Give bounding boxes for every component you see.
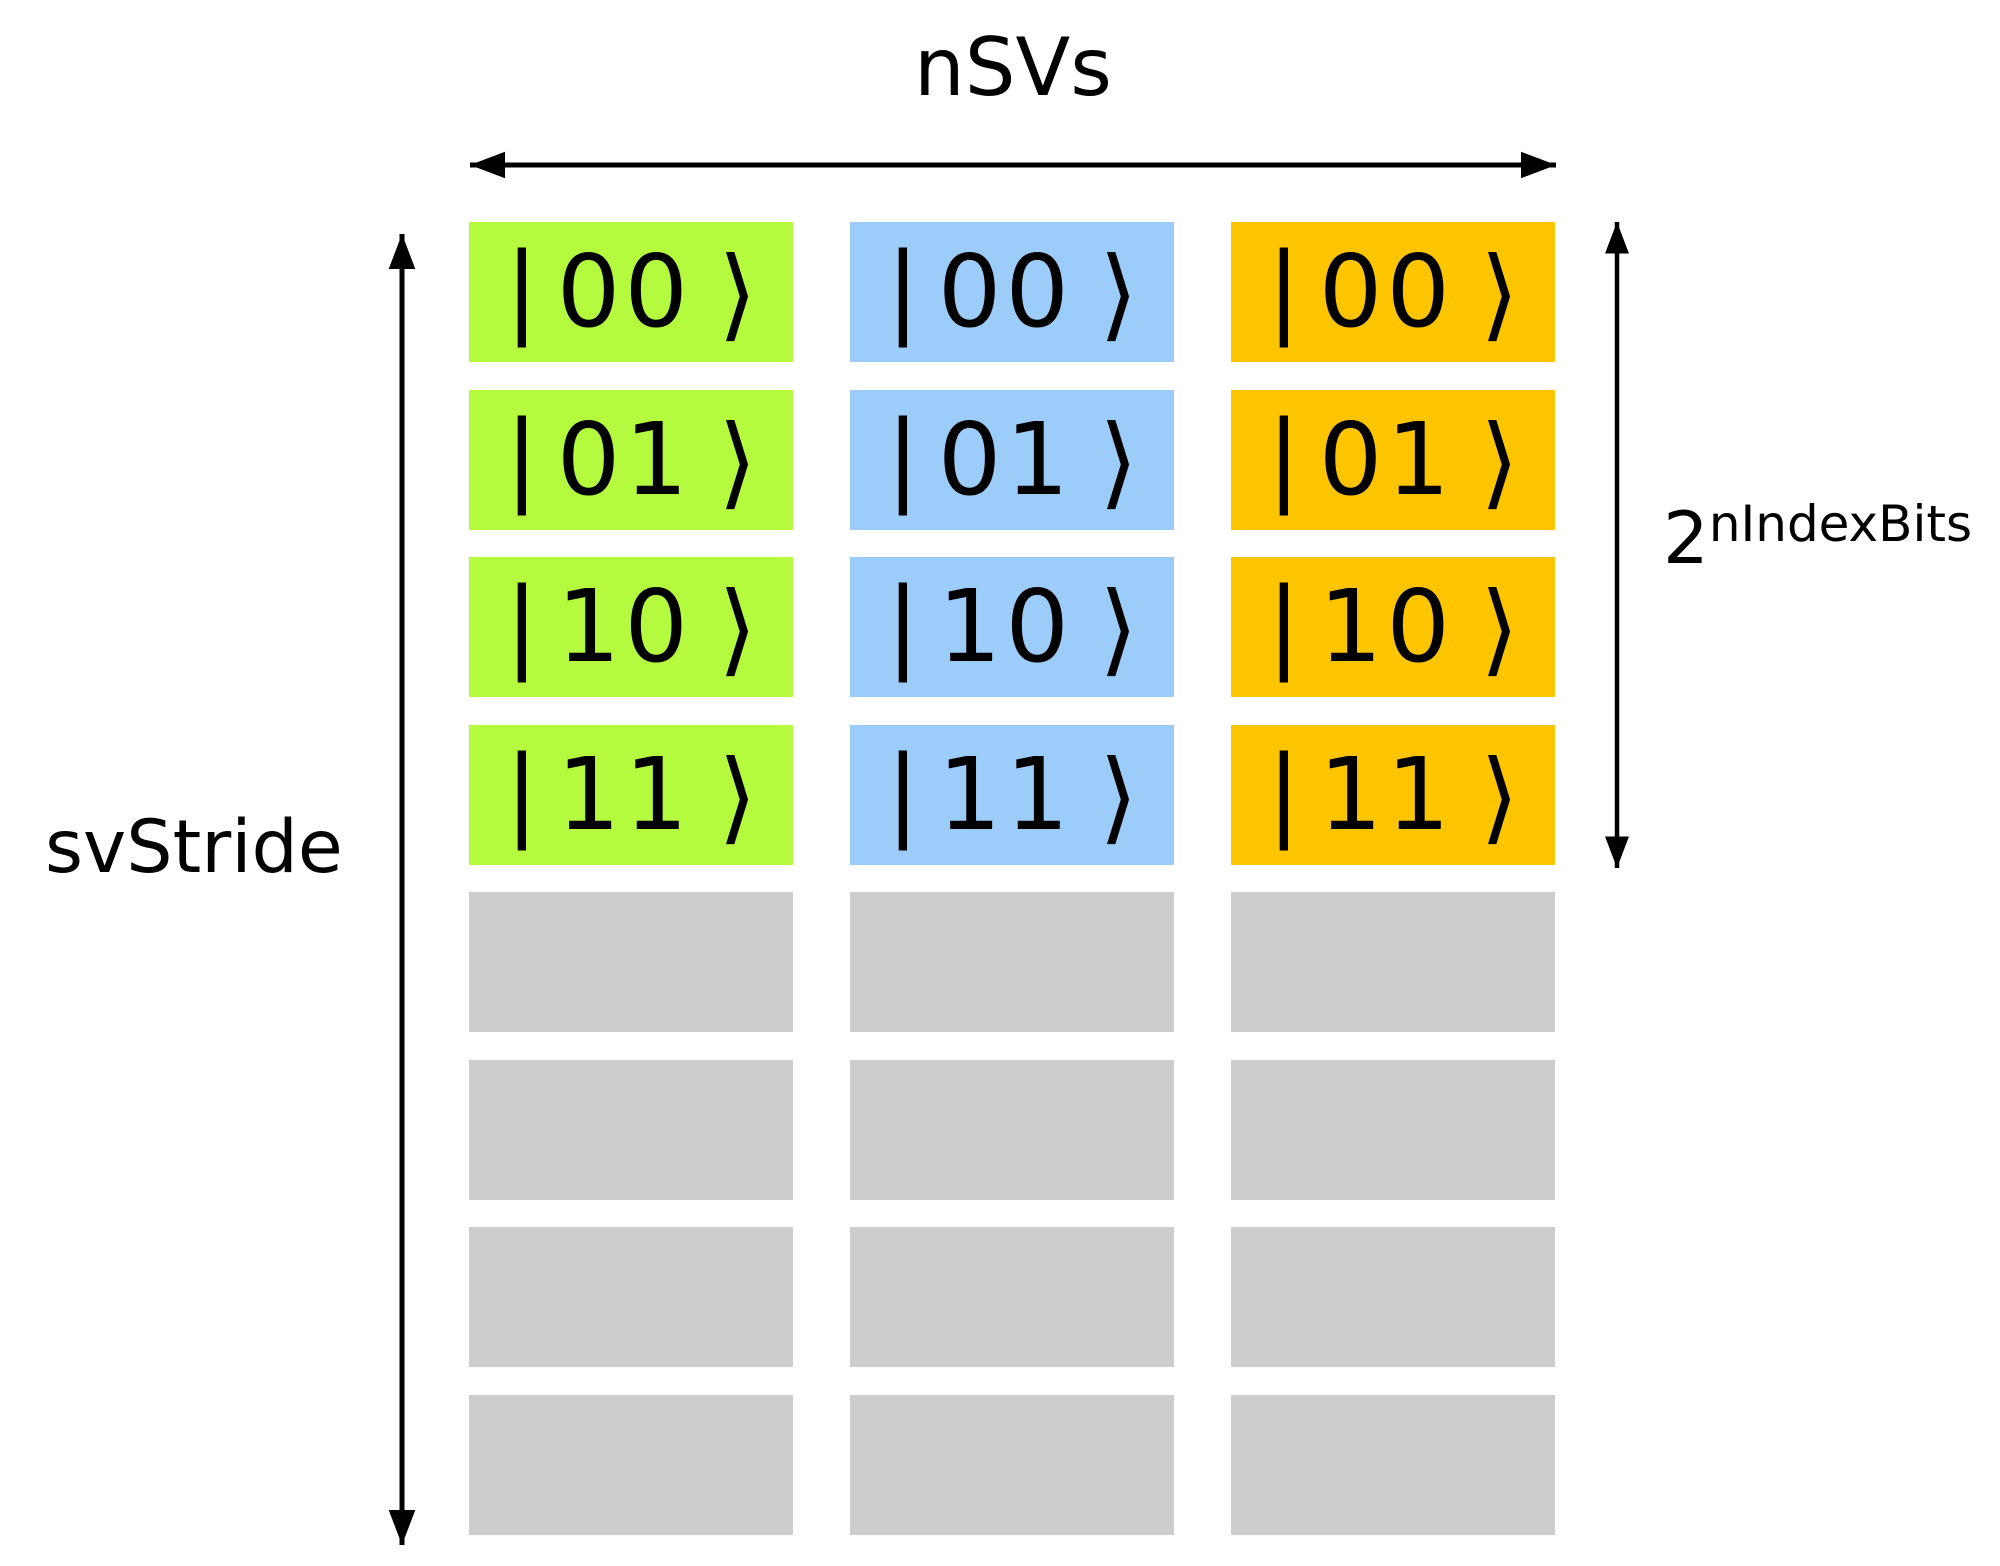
ket-close-bracket: ⟩ <box>717 570 757 687</box>
ket-bits: 11 <box>937 735 1073 853</box>
ket-close-bracket: ⟩ <box>1098 737 1138 855</box>
ket-open-bar: | <box>886 398 920 516</box>
empty-cell <box>850 1227 1174 1367</box>
ket-close-bracket: ⟩ <box>717 402 757 520</box>
ket-cell: | 10 ⟩ <box>1231 557 1555 697</box>
ket-close-bracket: ⟩ <box>1479 737 1519 855</box>
ket-bits: 00 <box>556 233 692 350</box>
sv-column-2: | 00 ⟩ | 01 ⟩ | 10 ⟩ | 11 ⟩ <box>850 222 1174 1535</box>
ket-bits: 11 <box>556 735 692 853</box>
ket-open-bar: | <box>505 566 539 683</box>
ket-close-bracket: ⟩ <box>1479 570 1519 687</box>
empty-cell <box>469 892 793 1032</box>
empty-cell <box>469 1394 793 1535</box>
ket-cell: | 01 ⟩ <box>850 389 1174 530</box>
ket-open-bar: | <box>505 231 539 348</box>
ket-open-bar: | <box>505 733 539 851</box>
index-bits-label: 2nIndexBits <box>1663 499 1972 574</box>
ket-close-bracket: ⟩ <box>1479 235 1519 352</box>
ket-open-bar: | <box>1267 733 1301 851</box>
ket-close-bracket: ⟩ <box>717 737 757 855</box>
ket-bits: 10 <box>556 568 692 685</box>
ket-close-bracket: ⟩ <box>1098 570 1138 687</box>
ket-close-bracket: ⟩ <box>1479 402 1519 520</box>
nsvs-label: nSVs <box>914 21 1112 114</box>
ket-open-bar: | <box>1267 231 1301 348</box>
ket-close-bracket: ⟩ <box>717 235 757 352</box>
ket-cell: | 01 ⟩ <box>1231 389 1555 530</box>
sv-grid: | 00 ⟩ | 01 ⟩ | 10 ⟩ | 11 ⟩ | 00 ⟩ | 01 ⟩ | 10 ⟩ | 11 ⟩ | 00 ⟩ | 01 ⟩… <box>469 222 1556 1535</box>
ket-close-bracket: ⟩ <box>1098 235 1138 352</box>
ket-close-bracket: ⟩ <box>1098 402 1138 520</box>
ket-cell: | 11 ⟩ <box>469 724 793 865</box>
ket-open-bar: | <box>1267 566 1301 683</box>
index-bits-base: 2 <box>1663 496 1709 580</box>
ket-bits: 00 <box>1318 233 1454 350</box>
ket-cell: | 10 ⟩ <box>850 557 1174 697</box>
ket-bits: 11 <box>1318 735 1454 853</box>
empty-cell <box>1231 1394 1555 1535</box>
empty-cell <box>850 1059 1174 1200</box>
ket-cell: | 00 ⟩ <box>1231 222 1555 362</box>
sv-column-3: | 00 ⟩ | 01 ⟩ | 10 ⟩ | 11 ⟩ <box>1231 222 1555 1535</box>
ket-bits: 10 <box>937 568 1073 685</box>
empty-cell <box>850 892 1174 1032</box>
ket-cell: | 00 ⟩ <box>469 222 793 362</box>
empty-cell <box>469 1059 793 1200</box>
ket-bits: 01 <box>1318 400 1454 518</box>
ket-bits: 00 <box>937 233 1073 350</box>
ket-cell: | 11 ⟩ <box>850 724 1174 865</box>
ket-cell: | 11 ⟩ <box>1231 724 1555 865</box>
ket-open-bar: | <box>1267 398 1301 516</box>
ket-open-bar: | <box>505 398 539 516</box>
ket-cell: | 01 ⟩ <box>469 389 793 530</box>
ket-cell: | 00 ⟩ <box>850 222 1174 362</box>
empty-cell <box>469 1227 793 1367</box>
svstride-label: svStride <box>45 805 343 890</box>
ket-open-bar: | <box>886 231 920 348</box>
empty-cell <box>850 1394 1174 1535</box>
ket-open-bar: | <box>886 733 920 851</box>
ket-open-bar: | <box>886 566 920 683</box>
sv-column-1: | 00 ⟩ | 01 ⟩ | 10 ⟩ | 11 ⟩ <box>469 222 793 1535</box>
ket-bits: 01 <box>937 400 1073 518</box>
ket-bits: 10 <box>1318 568 1454 685</box>
index-bits-exponent: nIndexBits <box>1708 495 1972 553</box>
empty-cell <box>1231 1227 1555 1367</box>
ket-bits: 01 <box>556 400 692 518</box>
empty-cell <box>1231 1059 1555 1200</box>
empty-cell <box>1231 892 1555 1032</box>
ket-cell: | 10 ⟩ <box>469 557 793 697</box>
